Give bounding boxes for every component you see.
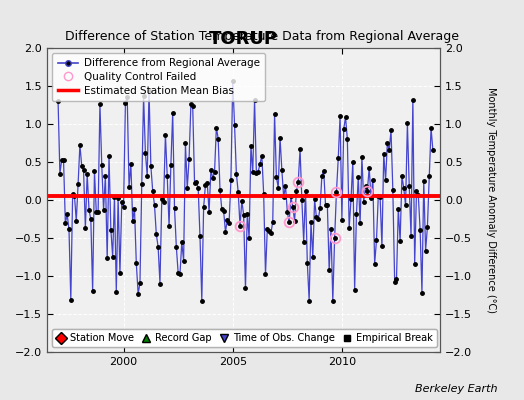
Text: Berkeley Earth: Berkeley Earth [416, 384, 498, 394]
Legend: Station Move, Record Gap, Time of Obs. Change, Empirical Break: Station Move, Record Gap, Time of Obs. C… [52, 329, 437, 347]
Y-axis label: Monthly Temperature Anomaly Difference (°C): Monthly Temperature Anomaly Difference (… [486, 87, 496, 313]
Title: TORUP: TORUP [209, 30, 278, 48]
Text: Difference of Station Temperature Data from Regional Average: Difference of Station Temperature Data f… [65, 30, 459, 43]
